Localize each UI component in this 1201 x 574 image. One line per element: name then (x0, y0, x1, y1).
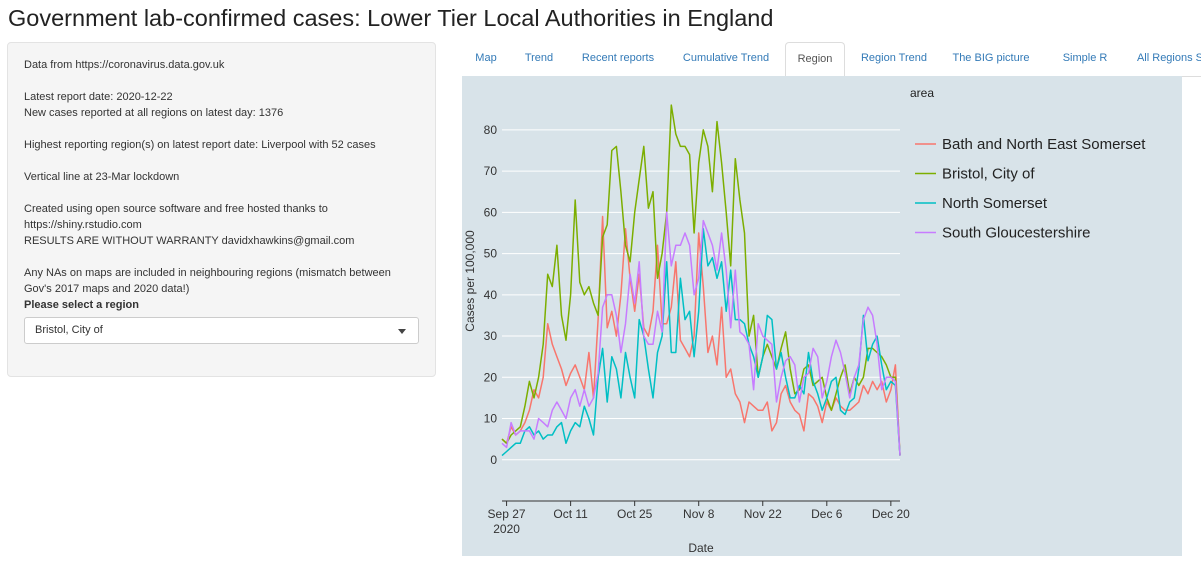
x-tick-label: Sep 27 (488, 507, 526, 521)
region-select-value: Bristol, City of (35, 324, 103, 336)
tab-region-trend[interactable]: Region Trend (860, 52, 928, 64)
series-line (501, 228, 901, 457)
tab-map[interactable]: Map (475, 52, 497, 64)
x-tick-label: Oct 25 (617, 507, 653, 521)
x-tick-label: Dec 20 (872, 507, 910, 521)
y-tick-label: 20 (484, 370, 498, 384)
na-note-text: Any NAs on maps are included in neighbou… (24, 267, 391, 279)
x-tick-label: Oct 11 (553, 507, 588, 521)
tab-all-regions[interactable]: All Regions S (1136, 52, 1201, 64)
legend-label: South Gloucestershire (942, 225, 1090, 242)
lockdown-line-text: Vertical line at 23-Mar lockdown (24, 171, 180, 183)
credits-link-text: https://shiny.rstudio.com (24, 219, 142, 231)
latest-report-text: Latest report date: 2020-12-22 (24, 91, 173, 103)
x-tick-label: Nov 8 (683, 507, 715, 521)
chevron-down-icon (398, 329, 406, 334)
y-tick-label: 50 (484, 247, 498, 261)
series-line (501, 104, 901, 456)
y-tick-label: 0 (490, 453, 497, 467)
tab-cumulative-trend[interactable]: Cumulative Trend (682, 52, 770, 64)
x-tick-label: Dec 6 (811, 507, 843, 521)
x-axis-label: Date (688, 541, 714, 555)
legend-label: Bristol, City of (942, 166, 1035, 183)
chart-panel: 0 10 20 30 40 50 60 70 80 Sep 27 2020 Oct 11 Oct 25 N… (462, 76, 1182, 556)
region-select[interactable]: Bristol, City of (24, 317, 419, 344)
tab-simple-r[interactable]: Simple R (1062, 52, 1108, 64)
legend-title: area (910, 86, 934, 100)
legend-label: Bath and North East Somerset (942, 136, 1146, 153)
tab-region[interactable]: Region (785, 42, 845, 77)
y-axis-label: Cases per 100,000 (463, 230, 477, 332)
tab-big-picture[interactable]: The BIG picture (952, 52, 1030, 64)
tab-bar: Map Trend Recent reports Cumulative Tren… (462, 42, 1201, 77)
legend-label: North Somerset (942, 195, 1048, 212)
tab-trend[interactable]: Trend (524, 52, 554, 64)
page-title: Government lab-confirmed cases: Lower Ti… (8, 5, 774, 31)
y-tick-label: 40 (484, 288, 498, 302)
y-tick-label: 30 (484, 329, 498, 343)
warranty-text: RESULTS ARE WITHOUT WARRANTY davidxhawki… (24, 235, 355, 247)
x-tick-sublabel: 2020 (493, 522, 520, 536)
na-note-text-2: Gov's 2017 maps and 2020 data!) (24, 283, 190, 295)
new-cases-text: New cases reported at all regions on lat… (24, 107, 284, 119)
sidebar-panel: Data from https://coronavirus.data.gov.u… (7, 42, 436, 377)
credits-text: Created using open source software and f… (24, 203, 328, 215)
data-source-text: Data from https://coronavirus.data.gov.u… (24, 59, 225, 71)
y-tick-label: 80 (484, 123, 498, 137)
x-tick-label: Nov 22 (744, 507, 782, 521)
series-line (501, 211, 901, 456)
y-tick-label: 60 (484, 205, 498, 219)
y-tick-label: 70 (484, 164, 498, 178)
highest-region-text: Highest reporting region(s) on latest re… (24, 139, 376, 151)
region-select-label: Please select a region (24, 299, 139, 311)
tab-recent-reports[interactable]: Recent reports (581, 52, 655, 64)
y-tick-label: 10 (484, 412, 498, 426)
